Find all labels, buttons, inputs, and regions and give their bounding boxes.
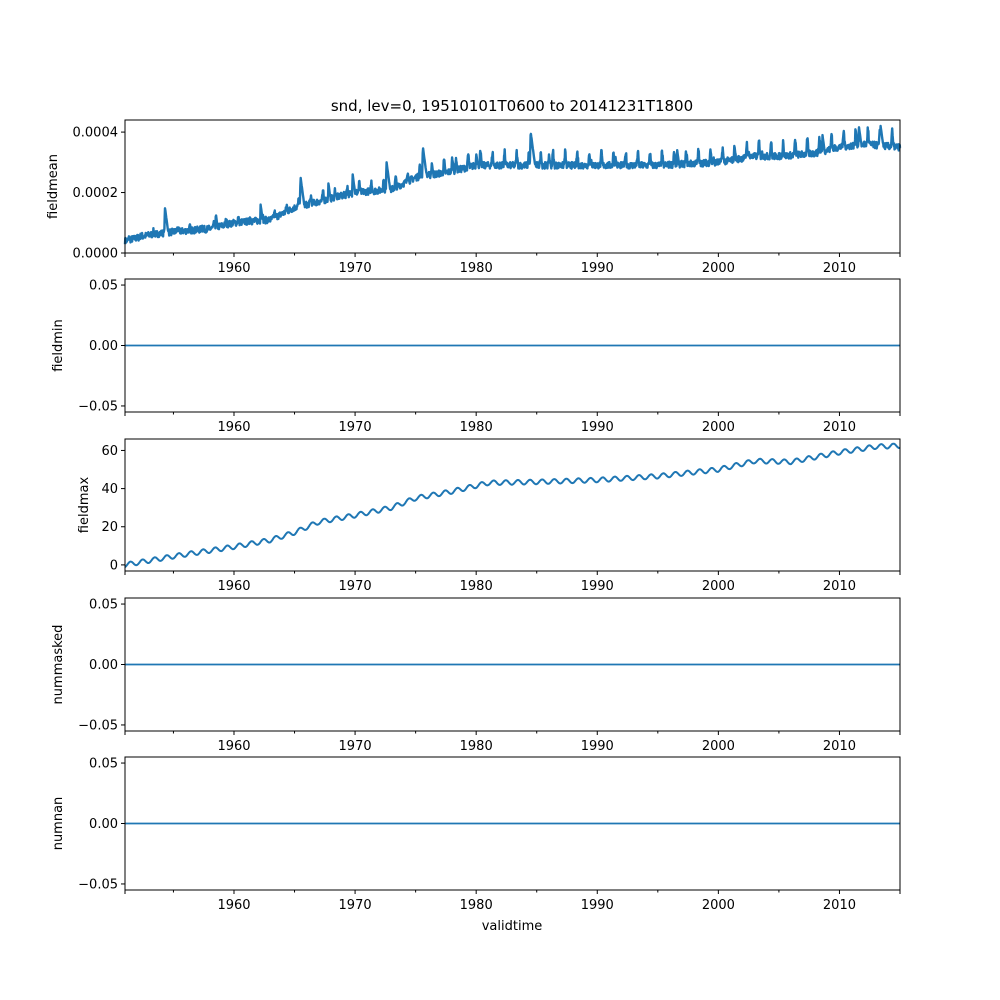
fieldmin-y-axis-label: fieldmin [51, 319, 66, 372]
nummasked-xtick-label: 2000 [702, 739, 735, 754]
fieldmax-ytick-label: 60 [101, 444, 118, 459]
nummasked-xtick-label: 1960 [217, 739, 250, 754]
fieldmin-xtick-label: 1980 [460, 420, 493, 435]
fieldmean-line [123, 124, 902, 245]
fieldmin-xtick-label: 1970 [339, 420, 372, 435]
numnan-ytick-label: 0.00 [89, 817, 118, 832]
nummasked-ytick-label: 0.05 [89, 598, 118, 613]
numnan-ytick-label: −0.05 [78, 877, 118, 892]
fieldmean-xtick-label: 1970 [339, 261, 372, 276]
nummasked-xtick-label: 1970 [339, 739, 372, 754]
panel-fieldmin: 1960 1970 1980 1990 2000 2010 −0.05 0.00 0.05 fie… [51, 278, 901, 435]
nummasked-xtick-label: 2010 [823, 739, 856, 754]
numnan-xtick-label: 2000 [702, 898, 735, 913]
fieldmax-ytick-label: 40 [101, 482, 118, 497]
fieldmin-xtick-label: 2010 [823, 420, 856, 435]
panel-numnan: 1960 1970 1980 1990 2000 2010 −0.05 0.00 0.05 num… [51, 756, 901, 913]
panels: 1960 1970 1980 1990 2000 2010 0.0000 0.0002 0.00… [46, 119, 902, 913]
fieldmin-ytick-label: 0.05 [89, 279, 118, 294]
fieldmin-xtick-label: 2000 [702, 420, 735, 435]
fieldmax-line [124, 442, 901, 568]
fieldmean-xtick-label: 2010 [823, 261, 856, 276]
fieldmean-ytick-label: 0.0004 [73, 126, 119, 141]
numnan-xtick-label: 1980 [460, 898, 493, 913]
numnan-y-axis-label: numnan [51, 797, 66, 851]
numnan-xtick-label: 2010 [823, 898, 856, 913]
fieldmean-xtick-label: 1990 [581, 261, 614, 276]
panel-nummasked: 1960 1970 1980 1990 2000 2010 −0.05 0.00 0.05 num… [51, 597, 901, 754]
fieldmax-ytick-label: 20 [101, 520, 118, 535]
nummasked-xtick-label: 1980 [460, 739, 493, 754]
fieldmax-xtick-label: 2010 [823, 579, 856, 594]
fieldmax-ytick-label: 0 [110, 558, 118, 573]
nummasked-ytick-label: −0.05 [78, 718, 118, 733]
fieldmin-xtick-label: 1960 [217, 420, 250, 435]
numnan-ytick-label: 0.05 [89, 757, 118, 772]
nummasked-ytick-label: 0.00 [89, 658, 118, 673]
nummasked-xtick-label: 1990 [581, 739, 614, 754]
fieldmin-ytick-label: −0.05 [78, 399, 118, 414]
fieldmax-xtick-label: 1980 [460, 579, 493, 594]
figure-title: snd, lev=0, 19510101T0600 to 20141231T18… [331, 97, 693, 115]
fieldmean-xtick-label: 1960 [217, 261, 250, 276]
fieldmax-xtick-label: 1960 [217, 579, 250, 594]
fieldmax-y-axis-label: fieldmax [77, 477, 92, 534]
fieldmax-axes-frame [124, 438, 901, 572]
fieldmax-xtick-label: 2000 [702, 579, 735, 594]
fieldmean-ytick-label: 0.0002 [73, 186, 119, 201]
fieldmin-xtick-label: 1990 [581, 420, 614, 435]
fieldmean-axes-frame [124, 119, 901, 254]
fieldmean-xtick-label: 1980 [460, 261, 493, 276]
fieldmax-xtick-label: 1970 [339, 579, 372, 594]
nummasked-y-axis-label: nummasked [51, 625, 66, 705]
fieldmin-ytick-label: 0.00 [89, 339, 118, 354]
fieldmax-xtick-label: 1990 [581, 579, 614, 594]
fieldmean-xtick-label: 2000 [702, 261, 735, 276]
panel-fieldmean: 1960 1970 1980 1990 2000 2010 0.0000 0.0002 0.00… [46, 119, 902, 276]
numnan-xtick-label: 1990 [581, 898, 614, 913]
numnan-xtick-label: 1960 [217, 898, 250, 913]
panel-fieldmax: 1960 1970 1980 1990 2000 2010 0 20 40 60 fieldmax [77, 438, 901, 594]
fieldmean-ytick-label: 0.0000 [73, 247, 119, 262]
fieldmean-y-axis-label: fieldmean [46, 154, 61, 219]
numnan-xtick-label: 1970 [339, 898, 372, 913]
x-axis-label: validtime [482, 919, 543, 934]
